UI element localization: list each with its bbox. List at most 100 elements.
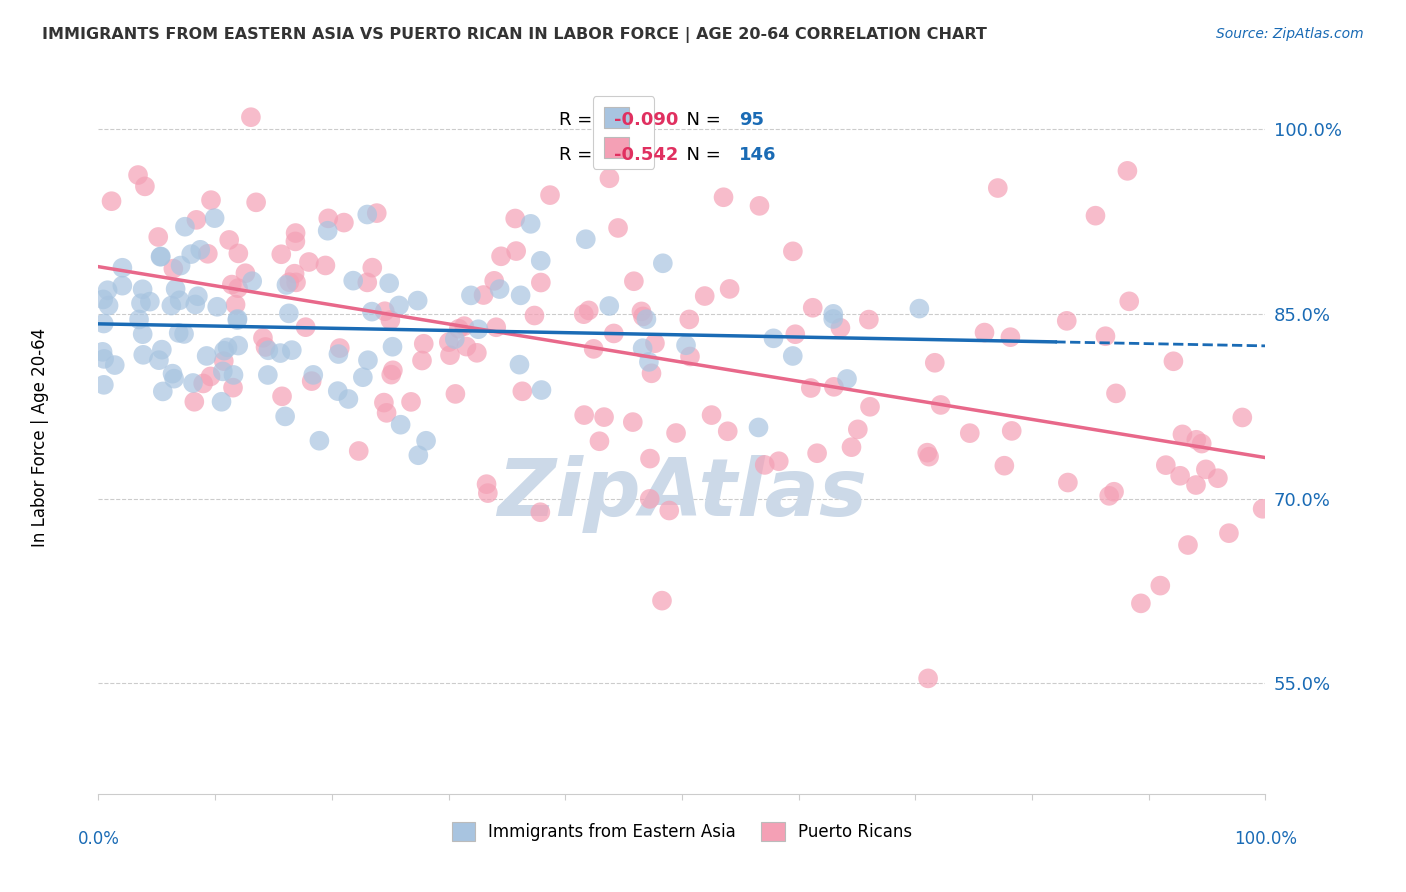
Point [1000, 330, 1022, 344]
Point [211, 364, 233, 378]
Point [271, 389, 294, 403]
Point [482, 274, 505, 288]
Point [1206, 471, 1229, 485]
Point [1195, 462, 1218, 476]
Point [212, 354, 235, 368]
Point [226, 312, 249, 326]
Point [679, 350, 702, 364]
Point [747, 420, 769, 434]
Point [519, 217, 541, 231]
Point [447, 322, 470, 336]
Text: In Labor Force | Age 20-64: In Labor Force | Age 20-64 [31, 327, 49, 547]
Point [352, 370, 374, 384]
Point [188, 243, 211, 257]
Point [169, 259, 191, 273]
Point [302, 368, 325, 382]
Point [1232, 410, 1254, 425]
Point [477, 486, 499, 500]
Point [1094, 329, 1116, 343]
Point [149, 250, 172, 264]
Point [226, 313, 249, 327]
Point [830, 321, 852, 335]
Point [149, 250, 172, 264]
Point [132, 348, 155, 362]
Point [226, 338, 249, 352]
Point [800, 381, 823, 395]
Point [378, 277, 401, 291]
Point [437, 335, 460, 350]
Point [399, 395, 422, 409]
Point [329, 341, 352, 355]
Point [270, 247, 292, 261]
Point [915, 445, 938, 459]
Point [638, 491, 661, 506]
Point [638, 451, 661, 466]
Point [356, 207, 378, 221]
Point [183, 394, 205, 409]
Point [91, 293, 114, 307]
Point [148, 230, 170, 244]
Point [380, 368, 402, 382]
Point [1185, 433, 1208, 447]
Point [917, 672, 939, 686]
Point [257, 343, 280, 358]
Point [1154, 458, 1177, 472]
Point [918, 450, 941, 464]
Point [366, 206, 388, 220]
Point [1001, 424, 1024, 438]
Point [181, 376, 204, 390]
Point [488, 282, 510, 296]
Point [510, 384, 533, 399]
Point [806, 446, 828, 460]
Point [212, 343, 235, 358]
Point [316, 224, 339, 238]
Point [221, 277, 243, 292]
Point [768, 454, 790, 468]
Point [160, 299, 183, 313]
Point [987, 181, 1010, 195]
Point [195, 349, 218, 363]
Point [162, 367, 184, 381]
Point [631, 341, 654, 355]
Point [929, 398, 952, 412]
Point [572, 408, 595, 422]
Point [408, 448, 430, 462]
Text: R =: R = [560, 111, 599, 128]
Point [284, 226, 307, 240]
Point [356, 276, 378, 290]
Point [1102, 484, 1125, 499]
Point [337, 392, 360, 406]
Point [588, 434, 610, 449]
Point [651, 256, 673, 270]
Point [373, 395, 395, 409]
Point [97, 283, 120, 297]
Point [200, 369, 222, 384]
Point [284, 267, 307, 281]
Point [165, 282, 187, 296]
Point [693, 289, 716, 303]
Point [959, 426, 981, 441]
Point [1084, 209, 1107, 223]
Text: Source: ZipAtlas.com: Source: ZipAtlas.com [1216, 27, 1364, 41]
Point [412, 336, 434, 351]
Point [205, 300, 228, 314]
Point [381, 363, 404, 377]
Point [1149, 579, 1171, 593]
Point [169, 293, 191, 308]
Point [285, 276, 308, 290]
Point [823, 312, 845, 326]
Point [582, 342, 605, 356]
Point [453, 319, 475, 334]
Point [841, 440, 863, 454]
Point [640, 367, 662, 381]
Point [1251, 501, 1274, 516]
Point [607, 221, 630, 235]
Point [381, 340, 404, 354]
Point [269, 346, 291, 360]
Point [467, 322, 489, 336]
Point [184, 297, 207, 311]
Point [111, 278, 134, 293]
Point [411, 353, 433, 368]
Point [284, 235, 307, 249]
Point [180, 247, 202, 261]
